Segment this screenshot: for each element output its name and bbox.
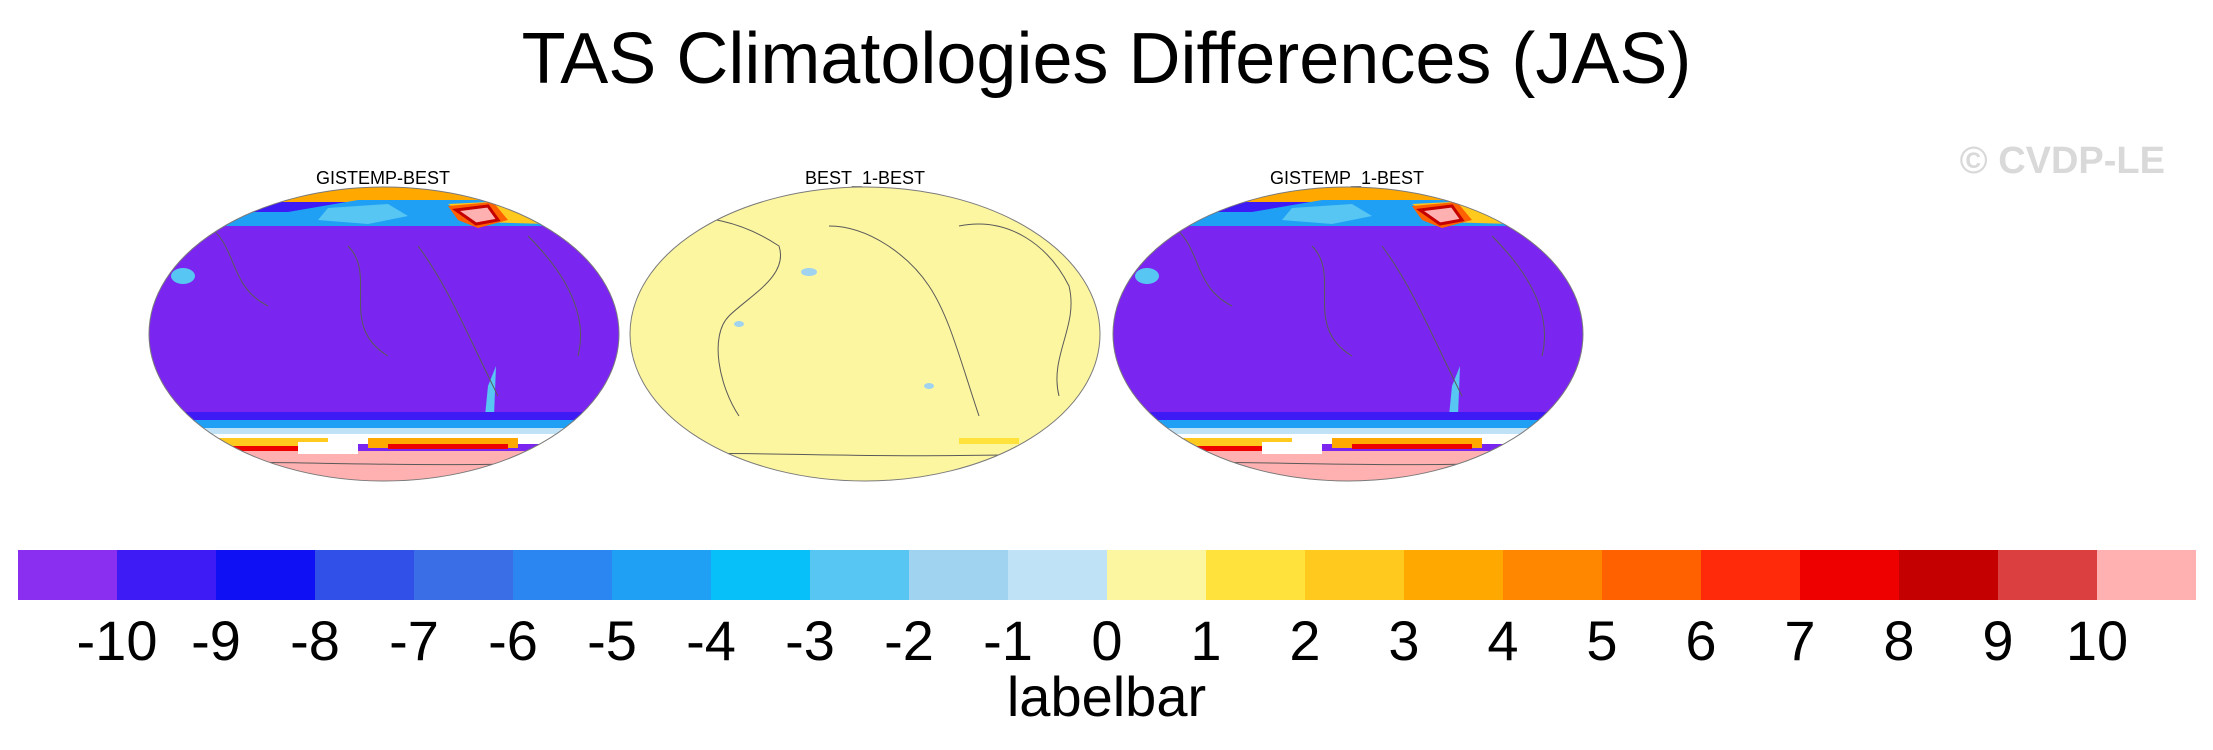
panel-title-2: BEST_1-BEST	[804, 168, 926, 188]
colorbar-tick-label: -1	[983, 609, 1033, 672]
map-panel-gistemp1-best	[1112, 186, 1584, 482]
colorbar-box	[1206, 550, 1306, 600]
colorbar-tick-label: -8	[290, 609, 340, 672]
colorbar-box	[2097, 550, 2196, 600]
colorbar-box	[513, 550, 613, 600]
colorbar-tick-label: 1	[1190, 609, 1222, 672]
colorbar-tick-label: 7	[1784, 609, 1816, 672]
colorbar-box	[1701, 550, 1801, 600]
colorbar-box	[612, 550, 712, 600]
map-panel-best1-best	[629, 186, 1101, 482]
colorbar-tick-label: -10	[76, 609, 158, 672]
colorbar-box	[909, 550, 1009, 600]
colorbar-tick-label: 10	[2065, 609, 2129, 672]
colorbar-tick-label: -3	[785, 609, 835, 672]
colorbar-box	[216, 550, 316, 600]
colorbar-tick-label: 5	[1586, 609, 1618, 672]
figure-title: TAS Climatologies Differences (JAS)	[521, 19, 1692, 99]
colorbar-tick-label: -6	[488, 609, 538, 672]
colorbar-tick-label: 2	[1289, 609, 1321, 672]
panel-title-1: GISTEMP-BEST	[315, 168, 450, 188]
colorbar-box	[315, 550, 415, 600]
panel-title-3: GISTEMP_1-BEST	[1269, 168, 1425, 188]
colorbar-box	[1899, 550, 1999, 600]
watermark: © CVDP-LE	[1959, 140, 2165, 182]
colorbar-box	[1008, 550, 1108, 600]
map-panel-gistemp-best	[148, 186, 620, 482]
colorbar-box	[414, 550, 514, 600]
colorbar-tick-label: 9	[1982, 609, 2014, 672]
colorbar-tick-label: -2	[884, 609, 934, 672]
colorbar-tick-label: 6	[1685, 609, 1717, 672]
ocean-fill-neutral	[630, 187, 1100, 481]
colorbar-box	[1800, 550, 1900, 600]
colorbar-box	[117, 550, 217, 600]
colorbar-title: labelbar	[1006, 665, 1207, 728]
colorbar-tick-label: -9	[191, 609, 241, 672]
colorbar-tick-label: 3	[1388, 609, 1420, 672]
colorbar-box	[1998, 550, 2098, 600]
colorbar-tick-label: 0	[1091, 609, 1123, 672]
colorbar-box	[1602, 550, 1702, 600]
colorbar-tick-label: -5	[587, 609, 637, 672]
colorbar-box	[18, 550, 118, 600]
colorbar	[18, 550, 2196, 600]
colorbar-tick-label: -7	[389, 609, 439, 672]
colorbar-tick-label: 4	[1487, 609, 1519, 672]
colorbar-tick-label: 8	[1883, 609, 1915, 672]
colorbar-box	[711, 550, 811, 600]
colorbar-box	[1503, 550, 1603, 600]
colorbar-tick-label: -4	[686, 609, 736, 672]
colorbar-box	[810, 550, 910, 600]
colorbar-box	[1404, 550, 1504, 600]
colorbar-box	[1305, 550, 1405, 600]
colorbar-box	[1107, 550, 1207, 600]
